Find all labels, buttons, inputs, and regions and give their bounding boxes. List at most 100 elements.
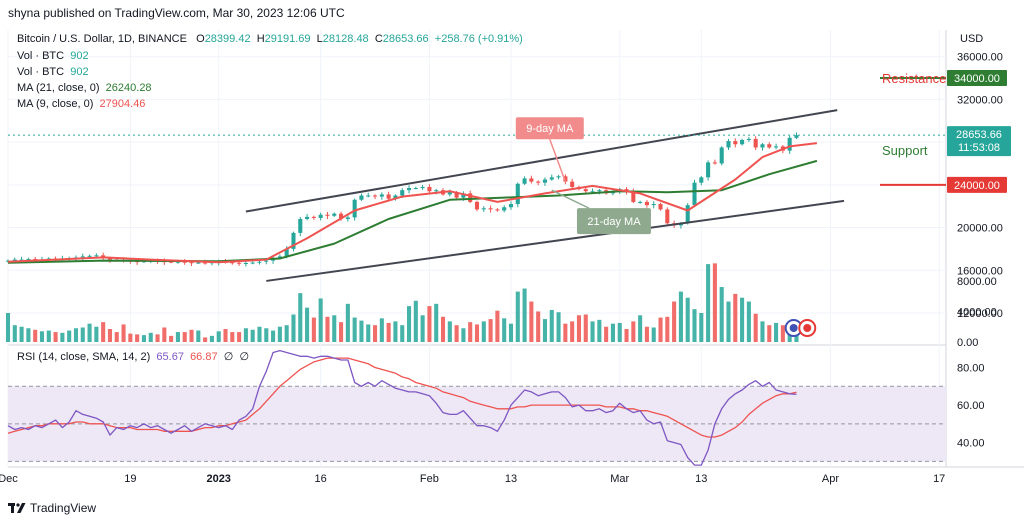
candle-body — [277, 256, 282, 258]
volume-bar — [447, 321, 452, 342]
ma21-legend[interactable]: MA (21, close, 0) 26240.28 — [17, 82, 152, 95]
economic-event-icon-dot — [789, 324, 798, 332]
current-price-tag — [947, 126, 1011, 157]
volume-bar — [80, 327, 85, 342]
volume-bar — [189, 329, 194, 342]
ma9-callout-pointer — [549, 138, 567, 182]
candle-body — [733, 141, 738, 145]
ma21-callout-box — [576, 208, 651, 235]
candle-body — [250, 262, 255, 264]
rsi-legend[interactable]: RSI (14, close, SMA, 14, 2) 65.67 66.87 … — [17, 351, 249, 364]
volume-bar — [393, 321, 398, 342]
candle-body — [508, 204, 514, 208]
volume-bar — [638, 315, 643, 342]
resistance-price-tag-label: 34000.00 — [954, 73, 1000, 85]
candle-body — [746, 138, 751, 140]
volume-bar — [107, 329, 112, 342]
time-tick-label: 13 — [695, 473, 707, 485]
volume-bar — [121, 324, 126, 342]
volume-bar — [305, 307, 310, 342]
volume-bar — [345, 303, 350, 342]
volume-bar — [774, 322, 779, 342]
candle-body — [427, 186, 432, 192]
resistance-price-tag — [947, 70, 1007, 87]
support-label: Support — [882, 143, 928, 158]
volume-bar — [352, 317, 357, 342]
volume-bar — [128, 333, 133, 342]
candle-body — [712, 162, 717, 164]
candle-body — [753, 138, 758, 148]
vol-legend-2[interactable]: Vol · BTC 902 — [17, 66, 89, 79]
volume-bar — [101, 322, 106, 342]
volume-bar — [94, 326, 99, 342]
volume-bar — [692, 309, 697, 342]
volume-bar — [468, 322, 473, 342]
ma9-value: 27904.46 — [99, 98, 146, 110]
low-label: L — [316, 33, 323, 45]
ma21-label: MA (21, close, 0) — [17, 82, 100, 94]
candle-body — [774, 146, 779, 148]
vol-value-1: 902 — [70, 50, 89, 62]
candle-body — [447, 192, 452, 195]
candle-body — [794, 135, 799, 138]
volume-tick-label: 4000.00 — [957, 306, 997, 318]
volume-bar — [658, 317, 663, 342]
ma21-value: 26240.28 — [105, 82, 152, 94]
volume-bar — [644, 326, 649, 342]
volume-bar — [26, 328, 31, 342]
symbol-label[interactable]: Bitcoin / U.S. Dollar, 1D, BINANCE — [17, 33, 187, 45]
candle-body — [590, 191, 595, 193]
support-price-tag-label: 24000.00 — [954, 180, 1000, 192]
ma9-line — [7, 142, 818, 264]
candle-body — [488, 208, 493, 210]
ma21-line — [7, 159, 818, 264]
current-price-tag-label: 28653.66 — [956, 129, 1002, 141]
open-label: O — [196, 33, 205, 45]
volume-bar — [583, 314, 588, 342]
candle-body — [393, 195, 398, 199]
candle-body — [719, 147, 724, 164]
candle-body — [352, 199, 357, 218]
candle-body — [583, 189, 588, 192]
channel-upper-line[interactable] — [245, 109, 838, 213]
volume-bar — [556, 312, 561, 342]
volume-bar — [359, 320, 364, 342]
time-tick-label: 17 — [933, 473, 945, 485]
ma9-legend[interactable]: MA (9, close, 0) 27904.46 — [17, 98, 145, 111]
candle-body — [699, 177, 704, 183]
candle-body — [19, 259, 24, 261]
volume-bar — [67, 330, 72, 342]
volume-bar — [529, 301, 534, 342]
volume-bar — [406, 306, 412, 342]
candle-body — [311, 216, 316, 218]
volume-bar — [549, 309, 554, 342]
candle-body — [379, 194, 384, 197]
candle-body — [305, 216, 310, 219]
candle-body — [359, 195, 364, 200]
ohlc-legend: Bitcoin / U.S. Dollar, 1D, BINANCE O2839… — [17, 33, 523, 46]
volume-bar — [712, 263, 717, 342]
time-tick-label: Mar — [610, 473, 629, 485]
candle-body — [230, 262, 235, 264]
change-value: +258.76 (+0.91%) — [434, 33, 523, 45]
tradingview-logo-icon — [8, 503, 26, 513]
volume-bar — [366, 324, 371, 342]
vol-legend-1[interactable]: Vol · BTC 902 — [17, 50, 89, 63]
volume-bar — [733, 293, 738, 342]
volume-bar — [318, 298, 323, 342]
rsi-sma-line — [7, 357, 797, 438]
candle-countdown-label: 11:53:08 — [958, 142, 1000, 154]
candle-body — [420, 186, 425, 189]
candle-body — [237, 262, 242, 264]
candle-body — [726, 141, 731, 148]
volume-bar — [216, 331, 221, 342]
candle-body — [332, 213, 337, 216]
footer-brand[interactable]: TradingView — [8, 501, 96, 515]
channel-lower-line[interactable] — [266, 199, 845, 282]
volume-bar — [434, 303, 439, 342]
volume-tick-label: 0.00 — [957, 337, 978, 349]
volume-bar — [474, 324, 480, 342]
volume-bar — [230, 332, 235, 342]
rsi-value: 65.67 — [156, 351, 184, 363]
